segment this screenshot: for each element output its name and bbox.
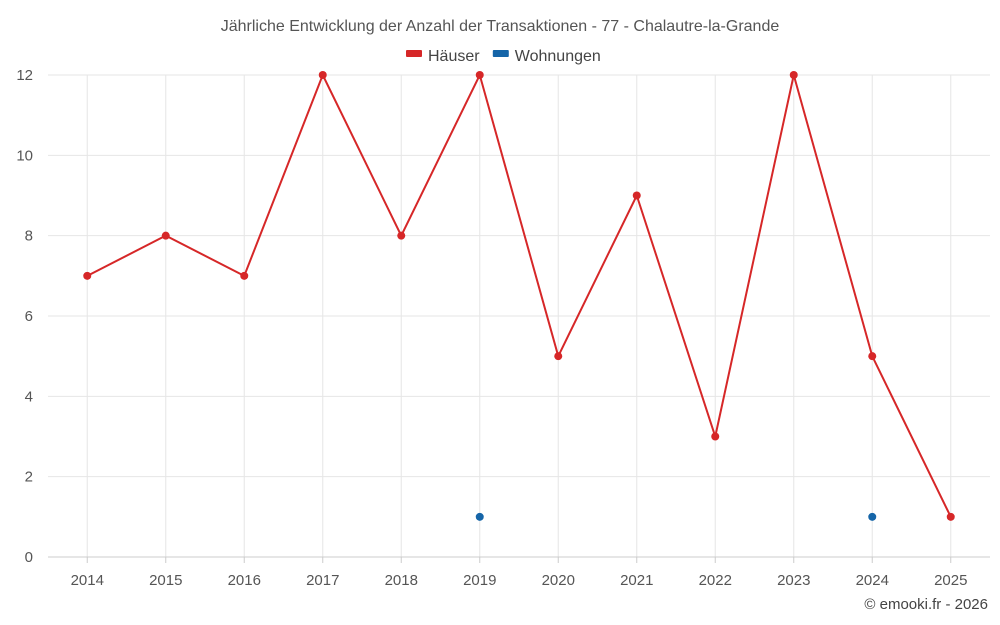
x-tick-label: 2015 xyxy=(149,572,182,589)
y-tick-label: 0 xyxy=(25,549,33,566)
legend-label: Häuser xyxy=(428,48,480,65)
legend-swatch xyxy=(492,50,509,57)
legend: Häuser Wohnungen xyxy=(406,48,601,65)
data-point[interactable] xyxy=(868,352,877,361)
data-point[interactable] xyxy=(318,71,327,79)
x-tick-label: 2016 xyxy=(228,572,261,589)
data-point[interactable] xyxy=(554,352,563,361)
x-tick-label: 2023 xyxy=(777,572,810,589)
legend-label: Wohnungen xyxy=(515,48,601,65)
data-point[interactable] xyxy=(475,512,484,521)
chart-title: Jährliche Entwicklung der Anzahl der Tra… xyxy=(221,18,780,35)
y-tick-label: 10 xyxy=(16,147,33,164)
data-point[interactable] xyxy=(161,231,170,240)
axes: 0 2 4 6 8 10 12 2014 2015 2016 2017 2018 2019 2020 202… xyxy=(16,67,990,589)
x-tick-label: 2024 xyxy=(856,572,889,589)
y-tick-label: 2 xyxy=(25,469,33,486)
data-point[interactable] xyxy=(868,512,877,521)
data-point[interactable] xyxy=(240,271,249,280)
x-tick-label: 2014 xyxy=(71,572,104,589)
x-tick-label: 2019 xyxy=(463,572,496,589)
x-tick-label: 2021 xyxy=(620,572,653,589)
series-layer xyxy=(83,71,955,521)
x-tick-label: 2020 xyxy=(542,572,575,589)
series-line xyxy=(86,72,952,518)
x-tick-label: 2017 xyxy=(306,572,339,589)
x-tick-label: 2018 xyxy=(385,572,418,589)
data-point[interactable] xyxy=(632,191,641,200)
data-point[interactable] xyxy=(946,512,955,521)
grid-lines xyxy=(48,74,990,557)
data-point[interactable] xyxy=(711,432,720,441)
x-tick-label: 2025 xyxy=(934,572,967,589)
legend-item[interactable]: Häuser xyxy=(406,48,480,65)
y-tick-label: 12 xyxy=(16,67,33,84)
y-tick-label: 6 xyxy=(25,308,33,325)
data-point[interactable] xyxy=(475,71,484,79)
credit-text: © emooki.fr - 2026 xyxy=(864,596,988,613)
data-point[interactable] xyxy=(789,71,798,79)
legend-item[interactable]: Wohnungen xyxy=(492,48,601,65)
data-point[interactable] xyxy=(397,231,406,240)
y-tick-label: 4 xyxy=(25,388,33,405)
legend-swatch xyxy=(406,50,422,57)
x-tick-label: 2022 xyxy=(699,572,732,589)
data-point[interactable] xyxy=(83,271,92,280)
y-tick-label: 8 xyxy=(25,228,33,245)
